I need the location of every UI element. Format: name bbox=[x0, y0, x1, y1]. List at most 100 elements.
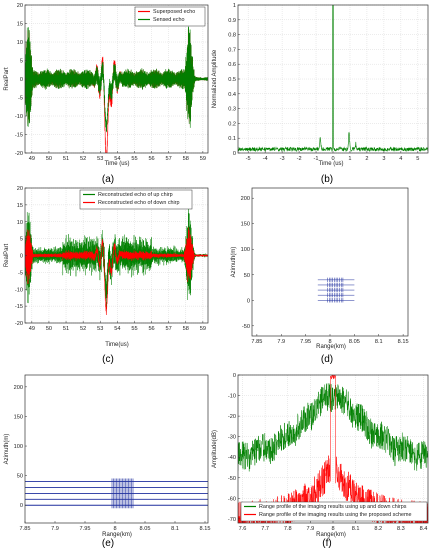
legend: Superposed echo Sensed echo bbox=[134, 6, 206, 27]
legend-label: Reconstructed echo of down chirp bbox=[98, 200, 180, 206]
x-tick-label: -4 bbox=[263, 156, 268, 162]
y-tick-label: 0 bbox=[233, 373, 236, 379]
y-axis-label: RealPart bbox=[4, 67, 10, 91]
legend-label: Range profile of the imaging results usi… bbox=[259, 504, 407, 510]
panel-f: 7.6 7.7 7.8 7.9 8 8.1 8.2 8.3 8.4 -70 -60 -50 -40 -30… bbox=[212, 373, 429, 549]
x-tick-label: 3 bbox=[382, 156, 385, 162]
y-tick-label: 100 bbox=[14, 444, 23, 450]
panel-caption: (c) bbox=[102, 354, 114, 365]
x-tick-label: 52 bbox=[80, 326, 86, 332]
y-tick-label: 0.5 bbox=[228, 77, 236, 83]
legend-label: Sensed echo bbox=[153, 17, 184, 23]
x-tick-label: 8.4 bbox=[420, 526, 428, 532]
x-tick-label: 58 bbox=[183, 326, 189, 332]
x-tick-label: 8.05 bbox=[140, 526, 151, 532]
x-tick-label: -3 bbox=[280, 156, 285, 162]
y-tick-label: -5 bbox=[18, 270, 23, 276]
y-tick-label: -10 bbox=[15, 114, 23, 120]
y-axis-label: Azimuth(m) bbox=[4, 434, 10, 465]
y-tick-label: 0.6 bbox=[228, 62, 236, 68]
plot-frame bbox=[24, 374, 209, 524]
legend-label: Superposed echo bbox=[153, 9, 195, 15]
x-tick-label: 51 bbox=[63, 156, 69, 162]
x-tick-label: 54 bbox=[114, 156, 120, 162]
x-tick-label: 53 bbox=[97, 156, 103, 162]
x-tick-label: 51 bbox=[63, 326, 69, 332]
y-tick-label: -20 bbox=[15, 321, 23, 327]
x-tick-label: 2 bbox=[365, 156, 368, 162]
x-tick-label: 7.9 bbox=[277, 339, 285, 345]
x-tick-label: 7.85 bbox=[20, 526, 31, 532]
panel-caption: (f) bbox=[322, 538, 331, 549]
x-tick-label: 7.9 bbox=[51, 526, 59, 532]
y-tick-label: -40 bbox=[228, 455, 236, 461]
y-tick-label: 0.2 bbox=[228, 121, 236, 127]
x-tick-label: 59 bbox=[200, 156, 206, 162]
y-tick-label: -60 bbox=[228, 496, 236, 502]
x-tick-label: 7.85 bbox=[251, 339, 262, 345]
y-tick-label: 0.8 bbox=[228, 33, 236, 39]
y-tick-label: 50 bbox=[244, 273, 250, 279]
y-tick-label: -10 bbox=[15, 287, 23, 293]
x-tick-label: 8.05 bbox=[349, 339, 360, 345]
x-tick-label: 50 bbox=[46, 156, 52, 162]
x-tick-label: -5 bbox=[246, 156, 251, 162]
y-tick-label: 200 bbox=[241, 196, 250, 202]
x-tick-label: 7.9 bbox=[306, 526, 314, 532]
x-tick-label: 8.15 bbox=[200, 526, 211, 532]
series-group bbox=[317, 277, 355, 303]
y-tick-label: -15 bbox=[15, 304, 23, 310]
x-tick-label: 56 bbox=[148, 156, 154, 162]
panel-e: 7.85 7.9 7.95 8 8.05 8.1 8.15 0 50 100 150 200 Range… bbox=[4, 374, 211, 549]
x-tick-label: 8 bbox=[328, 339, 331, 345]
y-tick-label: 15 bbox=[17, 203, 23, 209]
x-tick-label: 55 bbox=[131, 156, 137, 162]
y-tick-label: 0.3 bbox=[228, 107, 236, 113]
x-axis-label: Time (us) bbox=[318, 161, 343, 167]
y-tick-label: 1 bbox=[233, 3, 236, 9]
x-tick-label: 58 bbox=[183, 156, 189, 162]
series-line-sensed bbox=[25, 26, 208, 133]
y-tick-label: 5 bbox=[20, 59, 23, 65]
series-line-up-down bbox=[238, 383, 428, 472]
x-axis-label: Time (us) bbox=[104, 161, 129, 167]
y-tick-label: 0.4 bbox=[228, 92, 236, 98]
series-line-up-chirp bbox=[25, 208, 208, 313]
y-tick-label: 15 bbox=[17, 22, 23, 28]
y-tick-label: 0 bbox=[247, 298, 250, 304]
x-tick-label: 8.3 bbox=[397, 526, 405, 532]
y-tick-label: 100 bbox=[241, 247, 250, 253]
y-tick-label: 0 bbox=[20, 503, 23, 509]
plot-area bbox=[252, 188, 408, 336]
y-tick-label: -50 bbox=[228, 476, 236, 482]
x-tick-label: 52 bbox=[80, 156, 86, 162]
y-tick-label: 20 bbox=[17, 186, 23, 192]
series-group bbox=[25, 208, 208, 316]
panel-caption: (b) bbox=[321, 174, 333, 185]
panel-caption: (a) bbox=[102, 174, 114, 185]
y-tick-label: 10 bbox=[17, 220, 23, 226]
panel-a: 49 50 51 52 53 54 55 56 57 58 59 -20 -15 -10 -5 0 5 10 15 2… bbox=[4, 3, 209, 185]
legend-box bbox=[240, 501, 428, 522]
x-tick-label: 8 bbox=[331, 526, 334, 532]
series-group bbox=[238, 5, 428, 153]
x-tick-label: 57 bbox=[166, 156, 172, 162]
x-tick-label: 5 bbox=[416, 156, 419, 162]
panel-caption: (d) bbox=[321, 354, 333, 365]
y-tick-label: -70 bbox=[228, 517, 236, 523]
x-tick-label: 59 bbox=[200, 326, 206, 332]
x-tick-label: 54 bbox=[114, 326, 120, 332]
legend-label: Reconstructed echo of up chirp bbox=[98, 192, 173, 198]
y-tick-label: 150 bbox=[241, 222, 250, 228]
x-tick-label: 8.1 bbox=[375, 339, 383, 345]
x-tick-label: -2 bbox=[297, 156, 302, 162]
y-tick-label: 10 bbox=[17, 40, 23, 46]
legend: Reconstructed echo of up chirp Reconstruc… bbox=[79, 189, 193, 210]
series-group bbox=[25, 26, 208, 153]
y-tick-label: 0 bbox=[20, 77, 23, 83]
panel-d: 7.85 7.9 7.95 8 8.05 8.1 8.15 -50 0 50 100 150 200 Ra… bbox=[231, 187, 409, 365]
x-tick-label: 7.6 bbox=[239, 526, 247, 532]
legend-box bbox=[134, 6, 206, 27]
y-tick-label: 0 bbox=[233, 151, 236, 157]
